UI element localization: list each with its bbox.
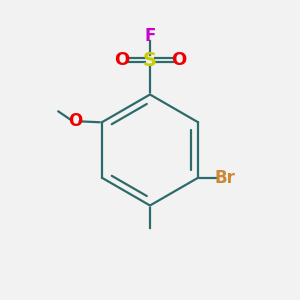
Text: O: O <box>171 51 186 69</box>
Text: O: O <box>114 51 129 69</box>
Text: F: F <box>144 27 156 45</box>
Text: O: O <box>68 112 82 130</box>
Text: Br: Br <box>214 169 235 187</box>
Text: S: S <box>143 50 157 70</box>
